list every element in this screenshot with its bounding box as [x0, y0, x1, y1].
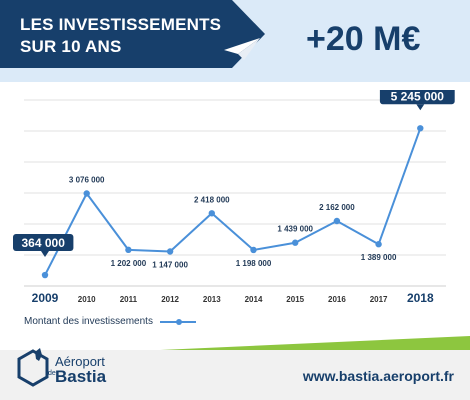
legend-label: Montant des investissements: [24, 316, 153, 327]
x-tick-label: 2009: [32, 291, 59, 305]
chart-legend: Montant des investissements: [24, 316, 196, 327]
paper-plane-icon: [224, 38, 260, 60]
data-label: 364 000: [22, 236, 66, 250]
footer-band: [0, 350, 470, 400]
hexagon-logo-icon: [17, 348, 49, 387]
title-banner: LES INVESTISSEMENTS SUR 10 ANS: [0, 0, 265, 68]
title-text: LES INVESTISSEMENTS SUR 10 ANS: [20, 14, 221, 58]
title-line-2: SUR 10 ANS: [20, 37, 122, 56]
data-label: 1 202 000: [111, 259, 147, 268]
callout-box: [13, 234, 74, 252]
logo-line-1: Aéroport: [55, 354, 105, 369]
x-tick-label: 2012: [161, 295, 179, 304]
data-label: 2 162 000: [319, 203, 355, 212]
total-amount: +20 M€: [306, 20, 421, 58]
data-label: 3 076 000: [69, 176, 105, 185]
title-line-1: LES INVESTISSEMENTS: [20, 15, 222, 34]
header-band: LES INVESTISSEMENTS SUR 10 ANS +20 M€: [0, 0, 470, 82]
x-tick-label: 2011: [120, 295, 138, 304]
series-line: [44, 127, 422, 276]
x-tick-label: 2015: [286, 295, 304, 304]
x-tick-label: 2010: [78, 295, 96, 304]
x-tick-label: 2018: [407, 291, 434, 305]
data-label: 1 198 000: [236, 259, 272, 268]
data-label: 2 418 000: [194, 195, 230, 204]
x-tick-label: 2014: [245, 295, 263, 304]
data-label: 1 439 000: [277, 225, 313, 234]
data-point: [83, 190, 90, 197]
data-label: 5 245 000: [391, 90, 445, 103]
data-point: [250, 246, 257, 254]
legend-line-swatch: [159, 317, 196, 327]
data-point: [208, 210, 215, 217]
data-point: [333, 217, 341, 225]
data-point: [166, 248, 174, 255]
callout-pointer: [41, 251, 49, 258]
x-tick-label: 2013: [203, 295, 221, 304]
x-tick-label: 2017: [370, 295, 388, 304]
website-link[interactable]: www.bastia.aeroport.fr: [302, 368, 454, 384]
airport-logo: Aéroport de Bastia: [15, 343, 119, 397]
data-point: [292, 239, 299, 246]
logo-small-text: de: [48, 370, 56, 377]
data-point: [417, 125, 424, 132]
x-tick-label: 2016: [328, 295, 346, 304]
callout-pointer: [416, 104, 425, 111]
data-label: 1 147 000: [152, 261, 188, 270]
data-point: [125, 246, 132, 254]
data-label: 1 389 000: [361, 253, 397, 262]
data-point: [375, 241, 382, 248]
logo-line-2: Bastia: [55, 367, 107, 386]
investment-line-chart: 364 000 3 076 000 1 202 000 1 147 000 2 418 …: [13, 90, 455, 305]
callout-box: [379, 90, 455, 105]
data-point: [41, 271, 49, 279]
